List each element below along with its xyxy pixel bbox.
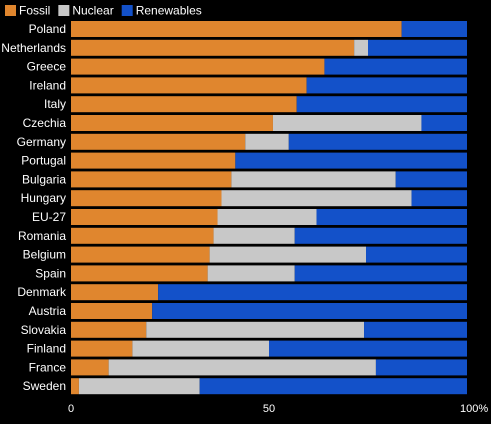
bar-nuclear-belgium bbox=[209, 246, 367, 263]
category-label: Hungary bbox=[21, 191, 66, 205]
bar-nuclear-netherlands bbox=[354, 39, 368, 56]
bar-fossil-belgium bbox=[71, 246, 210, 263]
bar-nuclear-germany bbox=[245, 133, 289, 150]
bar-nuclear-france bbox=[108, 359, 376, 376]
bar-fossil-romania bbox=[71, 227, 214, 244]
category-label: Czechia bbox=[23, 116, 67, 130]
bars bbox=[71, 21, 467, 395]
category-label: Ireland bbox=[29, 78, 66, 92]
x-axis: 0 50 100% bbox=[68, 403, 488, 415]
category-label: Spain bbox=[35, 266, 66, 280]
bar-renewables-italy bbox=[296, 96, 467, 113]
bar-fossil-slovakia bbox=[71, 321, 147, 338]
category-label: Romania bbox=[18, 229, 66, 243]
bar-fossil-poland bbox=[71, 21, 402, 37]
bar-fossil-czechia bbox=[71, 115, 273, 131]
bar-fossil-ireland bbox=[71, 77, 307, 94]
bar-renewables-belgium bbox=[366, 246, 467, 263]
bar-fossil-finland bbox=[71, 340, 133, 357]
category-label: Sweden bbox=[23, 379, 66, 393]
category-label: France bbox=[29, 360, 67, 374]
bar-renewables-eu-27 bbox=[316, 209, 467, 225]
bar-renewables-denmark bbox=[158, 284, 467, 301]
bar-nuclear-sweden bbox=[78, 378, 200, 395]
bar-fossil-italy bbox=[71, 96, 297, 113]
bar-renewables-czechia bbox=[421, 115, 467, 131]
bar-nuclear-spain bbox=[207, 265, 295, 282]
legend-swatch-nuclear bbox=[58, 5, 70, 16]
bar-renewables-sweden bbox=[199, 378, 467, 395]
bar-renewables-france bbox=[375, 359, 467, 376]
category-label: Netherlands bbox=[1, 41, 66, 55]
legend-label-nuclear: Nuclear bbox=[72, 4, 113, 18]
category-label: Greece bbox=[27, 60, 67, 74]
category-label: Italy bbox=[44, 97, 66, 111]
bar-fossil-hungary bbox=[71, 190, 222, 207]
legend-label-fossil: Fossil bbox=[19, 4, 50, 18]
bar-renewables-spain bbox=[294, 265, 467, 282]
bar-renewables-poland bbox=[401, 21, 467, 37]
bar-renewables-portugal bbox=[235, 152, 467, 169]
bar-fossil-eu-27 bbox=[71, 209, 218, 225]
bar-renewables-netherlands bbox=[368, 39, 467, 56]
bar-nuclear-bulgaria bbox=[231, 171, 396, 188]
bar-fossil-spain bbox=[71, 265, 208, 282]
bar-renewables-slovakia bbox=[364, 321, 467, 338]
bar-renewables-austria bbox=[152, 303, 467, 319]
bar-fossil-sweden bbox=[71, 378, 79, 395]
category-label: Finland bbox=[27, 342, 66, 356]
category-label: Slovakia bbox=[21, 323, 67, 337]
bar-fossil-netherlands bbox=[71, 39, 355, 56]
legend-swatch-fossil bbox=[5, 5, 16, 16]
bar-renewables-ireland bbox=[306, 77, 467, 94]
category-label: Denmark bbox=[17, 285, 67, 299]
bar-fossil-germany bbox=[71, 133, 246, 150]
bar-nuclear-slovakia bbox=[146, 321, 365, 338]
x-tick-label: 100% bbox=[460, 403, 488, 415]
legend-label-renewables: Renewables bbox=[136, 4, 202, 18]
legend-swatch-renewables bbox=[121, 5, 133, 16]
bar-fossil-portugal bbox=[71, 152, 236, 169]
bar-fossil-denmark bbox=[71, 284, 159, 301]
category-label: Belgium bbox=[23, 248, 66, 262]
bar-nuclear-czechia bbox=[272, 115, 422, 131]
category-label: Portugal bbox=[21, 154, 66, 168]
x-tick-label: 0 bbox=[68, 403, 74, 415]
bar-nuclear-romania bbox=[213, 227, 295, 244]
category-label: Germany bbox=[17, 135, 66, 149]
bar-fossil-austria bbox=[71, 303, 153, 319]
category-label: Bulgaria bbox=[22, 172, 66, 186]
bar-fossil-bulgaria bbox=[71, 171, 232, 188]
category-label: EU-27 bbox=[32, 210, 66, 224]
bar-fossil-france bbox=[71, 359, 109, 376]
bar-renewables-germany bbox=[288, 133, 467, 150]
bar-nuclear-eu-27 bbox=[217, 209, 317, 225]
category-labels: Poland Netherlands Greece Ireland Italy Czech… bbox=[1, 22, 67, 393]
bar-renewables-bulgaria bbox=[395, 171, 467, 188]
x-tick-label: 50 bbox=[263, 403, 275, 415]
bar-fossil-greece bbox=[71, 58, 325, 75]
bar-renewables-romania bbox=[294, 227, 467, 244]
bar-nuclear-finland bbox=[132, 340, 269, 357]
bar-nuclear-hungary bbox=[221, 190, 412, 207]
bar-renewables-hungary bbox=[411, 190, 467, 207]
bar-renewables-finland bbox=[269, 340, 467, 357]
category-label: Poland bbox=[29, 22, 66, 36]
legend: Fossil Nuclear Renewables bbox=[5, 4, 202, 18]
bar-renewables-greece bbox=[324, 58, 467, 75]
category-label: Austria bbox=[29, 304, 67, 318]
